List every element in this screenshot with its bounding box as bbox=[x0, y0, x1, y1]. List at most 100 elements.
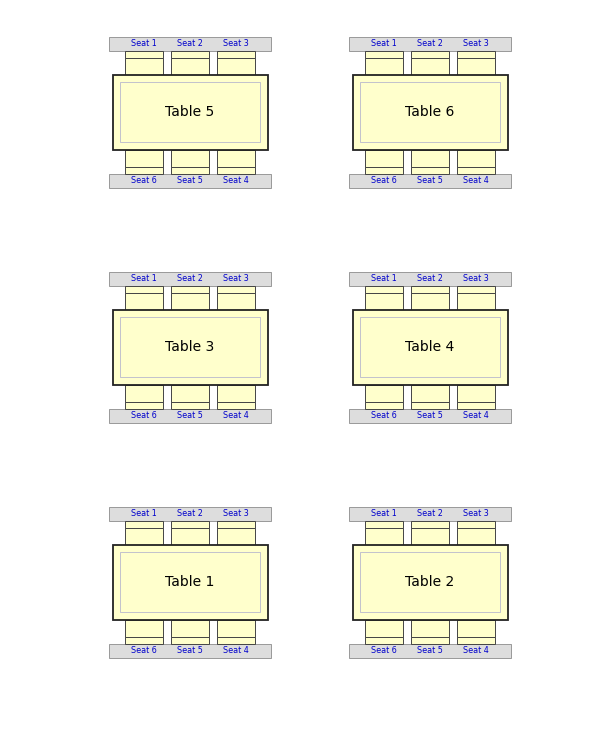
Bar bbox=[125, 385, 163, 402]
Bar bbox=[365, 520, 403, 528]
Bar bbox=[353, 74, 508, 150]
Text: Seat 3: Seat 3 bbox=[223, 39, 249, 48]
Text: Table 4: Table 4 bbox=[406, 340, 455, 354]
Bar bbox=[171, 402, 209, 409]
Text: Seat 6: Seat 6 bbox=[371, 411, 397, 420]
Bar bbox=[109, 409, 271, 423]
Bar bbox=[365, 293, 403, 310]
Bar bbox=[125, 58, 163, 74]
Text: Seat 4: Seat 4 bbox=[223, 646, 249, 655]
Bar bbox=[171, 637, 209, 644]
Bar bbox=[457, 50, 495, 58]
Text: Seat 1: Seat 1 bbox=[371, 509, 397, 518]
Bar bbox=[217, 50, 255, 58]
Bar bbox=[353, 310, 508, 385]
Text: Seat 5: Seat 5 bbox=[417, 176, 443, 185]
Bar bbox=[109, 272, 271, 285]
Bar bbox=[457, 520, 495, 528]
Bar bbox=[217, 150, 255, 166]
Text: Table 2: Table 2 bbox=[406, 575, 455, 589]
Text: Table 3: Table 3 bbox=[166, 340, 215, 354]
Text: Seat 4: Seat 4 bbox=[463, 646, 489, 655]
Bar bbox=[125, 293, 163, 310]
Text: Seat 6: Seat 6 bbox=[371, 646, 397, 655]
Bar bbox=[365, 637, 403, 644]
Bar bbox=[349, 409, 511, 423]
Bar bbox=[217, 293, 255, 310]
Bar bbox=[113, 74, 268, 150]
Text: Seat 2: Seat 2 bbox=[177, 509, 203, 518]
Bar bbox=[125, 528, 163, 545]
Text: Seat 2: Seat 2 bbox=[417, 274, 443, 283]
Bar bbox=[125, 620, 163, 637]
Bar bbox=[125, 150, 163, 166]
Bar bbox=[171, 293, 209, 310]
Text: Seat 2: Seat 2 bbox=[417, 39, 443, 48]
Text: Seat 5: Seat 5 bbox=[177, 411, 203, 420]
Bar bbox=[349, 644, 511, 658]
Bar bbox=[217, 166, 255, 174]
Bar bbox=[365, 166, 403, 174]
Text: Table 1: Table 1 bbox=[166, 575, 215, 589]
Text: Seat 3: Seat 3 bbox=[463, 39, 489, 48]
Text: Seat 1: Seat 1 bbox=[371, 274, 397, 283]
Bar bbox=[457, 385, 495, 402]
Bar bbox=[365, 620, 403, 637]
Bar bbox=[217, 637, 255, 644]
Text: Seat 6: Seat 6 bbox=[131, 176, 157, 185]
Text: Seat 6: Seat 6 bbox=[131, 411, 157, 420]
Bar bbox=[457, 58, 495, 74]
Bar bbox=[125, 402, 163, 409]
Bar bbox=[171, 285, 209, 293]
Text: Seat 2: Seat 2 bbox=[177, 274, 203, 283]
Text: Seat 6: Seat 6 bbox=[371, 176, 397, 185]
Text: Seat 2: Seat 2 bbox=[177, 39, 203, 48]
Bar bbox=[349, 174, 511, 188]
Text: Seat 5: Seat 5 bbox=[177, 176, 203, 185]
Bar bbox=[171, 620, 209, 637]
Bar bbox=[411, 285, 449, 293]
Text: Seat 6: Seat 6 bbox=[131, 646, 157, 655]
Bar bbox=[457, 293, 495, 310]
Text: Seat 3: Seat 3 bbox=[463, 509, 489, 518]
Bar bbox=[120, 82, 260, 142]
Bar bbox=[457, 637, 495, 644]
Text: Seat 2: Seat 2 bbox=[417, 509, 443, 518]
Bar bbox=[365, 285, 403, 293]
Text: Seat 1: Seat 1 bbox=[131, 39, 157, 48]
Bar bbox=[125, 520, 163, 528]
Bar bbox=[457, 620, 495, 637]
Text: Table 5: Table 5 bbox=[166, 105, 215, 119]
Bar bbox=[171, 520, 209, 528]
Text: Table 6: Table 6 bbox=[406, 105, 455, 119]
Bar bbox=[120, 552, 260, 612]
Text: Seat 4: Seat 4 bbox=[223, 176, 249, 185]
Bar bbox=[360, 317, 500, 377]
Bar bbox=[171, 166, 209, 174]
Bar bbox=[109, 36, 271, 50]
Bar bbox=[353, 545, 508, 620]
Bar bbox=[217, 385, 255, 402]
Bar bbox=[171, 385, 209, 402]
Bar bbox=[125, 166, 163, 174]
Text: Seat 1: Seat 1 bbox=[371, 39, 397, 48]
Bar bbox=[360, 552, 500, 612]
Bar bbox=[217, 620, 255, 637]
Bar bbox=[171, 58, 209, 74]
Bar bbox=[411, 166, 449, 174]
Text: Seat 1: Seat 1 bbox=[131, 509, 157, 518]
Bar bbox=[113, 545, 268, 620]
Bar bbox=[109, 507, 271, 520]
Bar bbox=[113, 310, 268, 385]
Bar bbox=[411, 528, 449, 545]
Bar bbox=[349, 36, 511, 50]
Bar bbox=[457, 150, 495, 166]
Text: Seat 5: Seat 5 bbox=[417, 411, 443, 420]
Bar bbox=[365, 50, 403, 58]
Bar bbox=[217, 520, 255, 528]
Text: Seat 5: Seat 5 bbox=[177, 646, 203, 655]
Bar bbox=[109, 174, 271, 188]
Bar bbox=[360, 82, 500, 142]
Bar bbox=[125, 285, 163, 293]
Bar bbox=[171, 528, 209, 545]
